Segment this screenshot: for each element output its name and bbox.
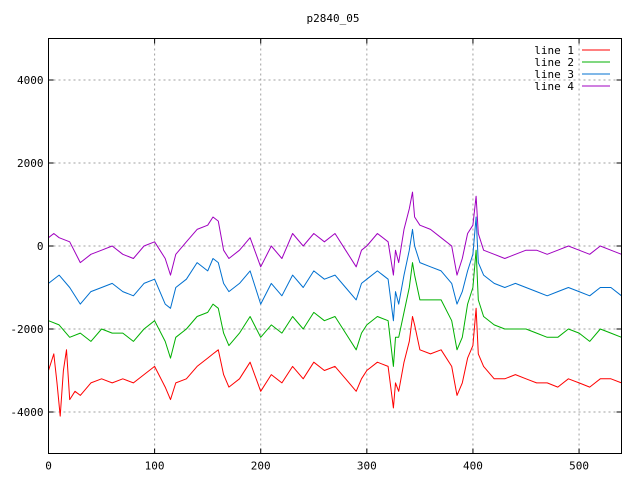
x-tick-label: 0 bbox=[45, 460, 52, 473]
series-line-4 bbox=[48, 191, 622, 276]
series-line-1 bbox=[48, 307, 622, 417]
y-tick-label: -2000 bbox=[10, 323, 43, 336]
x-tick-label: 300 bbox=[357, 460, 377, 473]
x-tick-label: 100 bbox=[145, 460, 165, 473]
series-layer bbox=[48, 191, 622, 417]
legend-label-4: line 4 bbox=[534, 80, 574, 93]
grid bbox=[48, 38, 622, 454]
y-tick-label: 0 bbox=[37, 240, 44, 253]
legend-label-2: line 2 bbox=[534, 56, 574, 69]
y-tick-label: 4000 bbox=[17, 74, 44, 87]
legend-label-1: line 1 bbox=[534, 44, 574, 57]
y-tick-label: -4000 bbox=[10, 406, 43, 419]
axis-ticks: 0 100 200 300 400 500 -4000 -2000 0 2000 4000 bbox=[10, 38, 622, 473]
x-tick-label: 200 bbox=[251, 460, 271, 473]
series-line-3 bbox=[48, 216, 622, 322]
x-tick-label: 400 bbox=[463, 460, 483, 473]
x-tick-label: 500 bbox=[569, 460, 589, 473]
series-line-2 bbox=[48, 249, 622, 367]
legend-label-3: line 3 bbox=[534, 68, 574, 81]
chart-title: p2840_05 bbox=[307, 12, 360, 25]
y-tick-label: 2000 bbox=[17, 157, 44, 170]
